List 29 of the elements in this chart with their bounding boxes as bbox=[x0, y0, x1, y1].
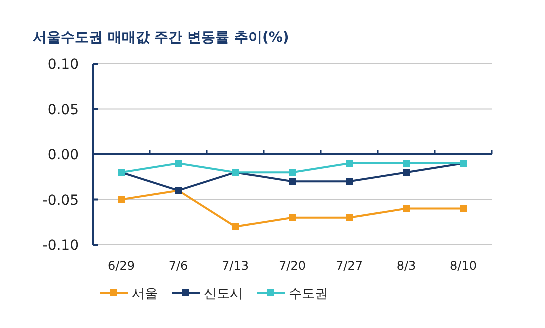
point bbox=[346, 160, 353, 168]
point bbox=[289, 169, 296, 176]
point bbox=[460, 205, 467, 212]
x-tick-label: 8/10 bbox=[450, 259, 477, 273]
y-tick-label: -0.05 bbox=[42, 192, 79, 209]
point bbox=[346, 214, 353, 222]
x-tick-label: 7/20 bbox=[279, 259, 306, 273]
point bbox=[289, 214, 296, 222]
point bbox=[118, 196, 125, 204]
x-tick-label: 7/27 bbox=[336, 259, 363, 273]
x-tick-label: 7/6 bbox=[168, 259, 188, 273]
legend-label: 신도시 bbox=[204, 287, 243, 302]
x-tick-label: 8/3 bbox=[396, 259, 416, 273]
y-tick-label: 0.10 bbox=[48, 57, 79, 73]
x-tick-label: 6/29 bbox=[108, 259, 135, 273]
chart-title: 서울수도권 매매값 주간 변동률 추이(%) bbox=[33, 30, 290, 46]
point bbox=[232, 223, 239, 230]
legend-label: 서울 bbox=[132, 287, 158, 302]
y-tick-label: -0.10 bbox=[42, 238, 79, 254]
x-tick-label: 7/13 bbox=[222, 259, 249, 273]
point bbox=[403, 169, 410, 176]
y-tick-label: 0.05 bbox=[48, 102, 79, 118]
legend-label: 수도권 bbox=[289, 287, 328, 302]
point bbox=[403, 160, 410, 168]
point bbox=[403, 205, 410, 212]
point bbox=[346, 178, 353, 186]
y-tick-label: 0.00 bbox=[48, 148, 79, 164]
point bbox=[175, 160, 182, 168]
point bbox=[289, 178, 296, 186]
